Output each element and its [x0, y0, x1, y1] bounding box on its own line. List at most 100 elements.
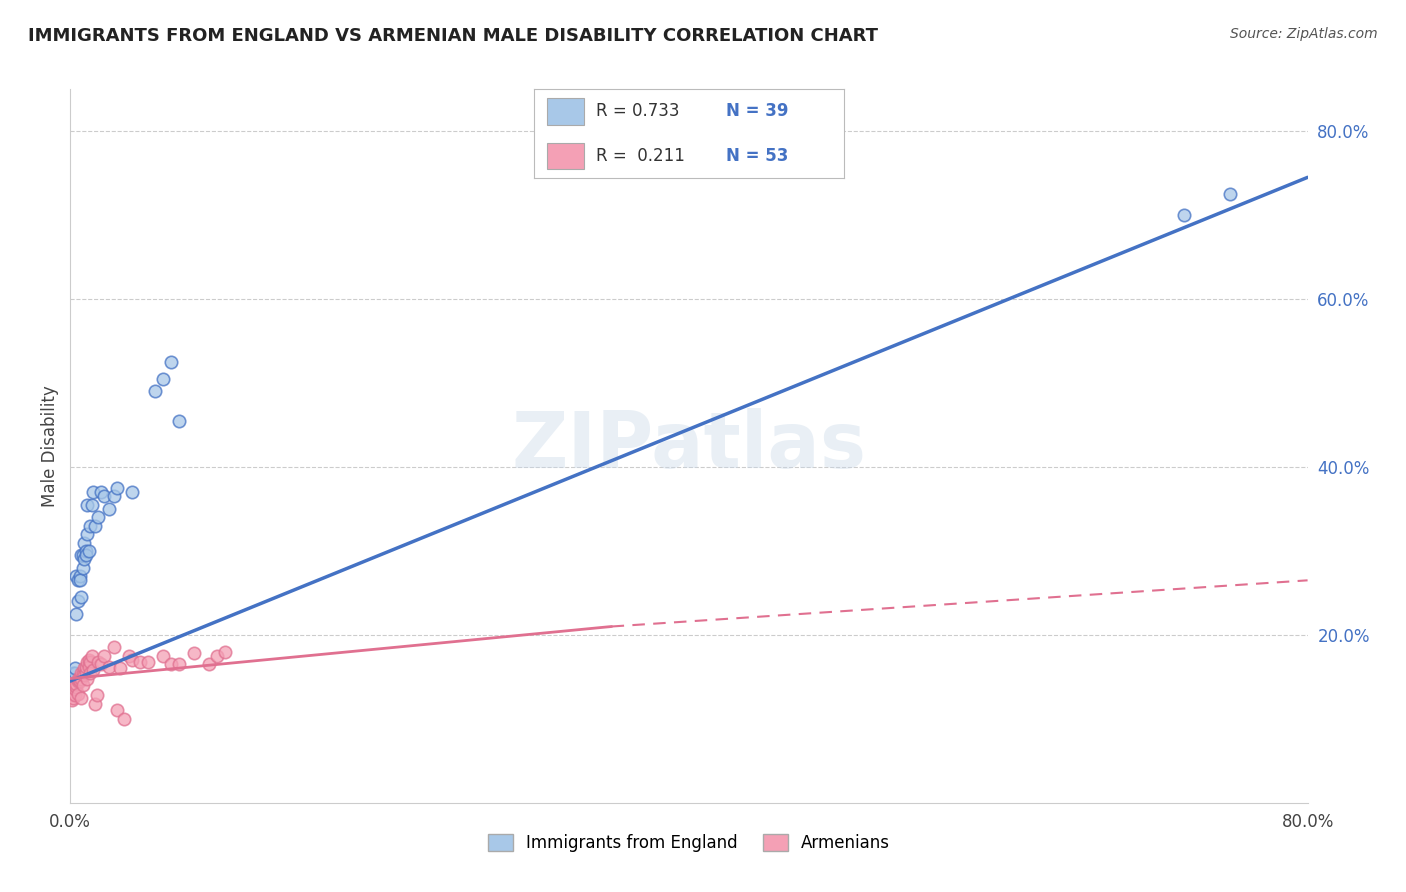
FancyBboxPatch shape — [547, 98, 583, 125]
Point — [98, 660, 120, 674]
Point — [60, 689, 83, 703]
Point — [72, 548, 94, 562]
Point — [87, 510, 110, 524]
Point — [77, 660, 100, 674]
Point — [152, 648, 174, 663]
Point — [63, 661, 86, 675]
Point — [72, 560, 94, 574]
Point — [87, 655, 110, 669]
Point — [105, 481, 128, 495]
Point — [160, 355, 183, 369]
Point — [93, 648, 115, 663]
Point — [70, 590, 93, 604]
Point — [129, 655, 152, 669]
Point — [73, 535, 96, 549]
Point — [207, 648, 229, 663]
Point — [79, 518, 101, 533]
Point — [70, 690, 93, 705]
Point — [63, 689, 86, 703]
Point — [75, 660, 97, 674]
Legend: Immigrants from England, Armenians: Immigrants from England, Armenians — [481, 827, 897, 859]
Point — [60, 674, 83, 689]
Y-axis label: Male Disability: Male Disability — [41, 385, 59, 507]
Point — [73, 661, 96, 675]
Point — [90, 657, 112, 672]
Point — [69, 574, 91, 588]
Point — [65, 569, 87, 583]
Point — [70, 548, 93, 562]
Point — [198, 657, 221, 672]
Point — [69, 670, 91, 684]
Point — [62, 690, 84, 705]
Point — [118, 648, 141, 663]
Point — [77, 653, 100, 667]
Point — [67, 687, 90, 701]
Point — [214, 645, 236, 659]
Point — [70, 665, 93, 680]
Text: IMMIGRANTS FROM ENGLAND VS ARMENIAN MALE DISABILITY CORRELATION CHART: IMMIGRANTS FROM ENGLAND VS ARMENIAN MALE… — [28, 27, 879, 45]
Point — [75, 548, 97, 562]
Point — [152, 372, 174, 386]
Point — [145, 384, 166, 399]
Point — [63, 682, 86, 697]
Point — [63, 678, 86, 692]
Text: Source: ZipAtlas.com: Source: ZipAtlas.com — [1230, 27, 1378, 41]
Point — [62, 665, 84, 680]
Point — [76, 672, 98, 686]
Point — [80, 648, 103, 663]
Point — [77, 544, 100, 558]
Point — [82, 485, 105, 500]
Point — [72, 678, 94, 692]
Point — [80, 498, 103, 512]
Point — [82, 663, 105, 677]
Point — [93, 489, 115, 503]
Point — [75, 663, 97, 677]
Point — [69, 569, 91, 583]
Text: R = 0.733: R = 0.733 — [596, 103, 679, 120]
Point — [67, 574, 90, 588]
Point — [103, 489, 125, 503]
Point — [62, 687, 84, 701]
Point — [90, 485, 112, 500]
Point — [62, 672, 84, 686]
Point — [79, 665, 101, 680]
Point — [167, 414, 190, 428]
Point — [76, 527, 98, 541]
Point — [1173, 208, 1195, 222]
Point — [69, 674, 91, 689]
Point — [160, 657, 183, 672]
Point — [103, 640, 125, 655]
Text: N = 53: N = 53 — [725, 147, 789, 165]
Point — [65, 607, 87, 621]
Point — [79, 655, 101, 669]
Point — [121, 485, 143, 500]
Point — [73, 552, 96, 566]
Point — [1219, 187, 1241, 202]
Point — [76, 498, 98, 512]
Text: ZIPatlas: ZIPatlas — [512, 408, 866, 484]
Text: N = 39: N = 39 — [725, 103, 789, 120]
Point — [65, 680, 87, 694]
Point — [76, 655, 98, 669]
Point — [70, 672, 93, 686]
Point — [114, 712, 135, 726]
Point — [63, 665, 86, 680]
Point — [105, 703, 128, 717]
Point — [65, 676, 87, 690]
Text: R =  0.211: R = 0.211 — [596, 147, 685, 165]
Point — [183, 646, 205, 660]
FancyBboxPatch shape — [547, 143, 583, 169]
Point — [67, 674, 90, 689]
Point — [75, 544, 97, 558]
Point — [167, 657, 190, 672]
Point — [108, 661, 131, 675]
Point — [121, 653, 143, 667]
Point — [72, 665, 94, 680]
Point — [73, 668, 96, 682]
Point — [67, 594, 90, 608]
Point — [86, 689, 108, 703]
Point — [136, 655, 159, 669]
Point — [75, 665, 97, 680]
Point — [67, 672, 90, 686]
Point — [98, 502, 120, 516]
